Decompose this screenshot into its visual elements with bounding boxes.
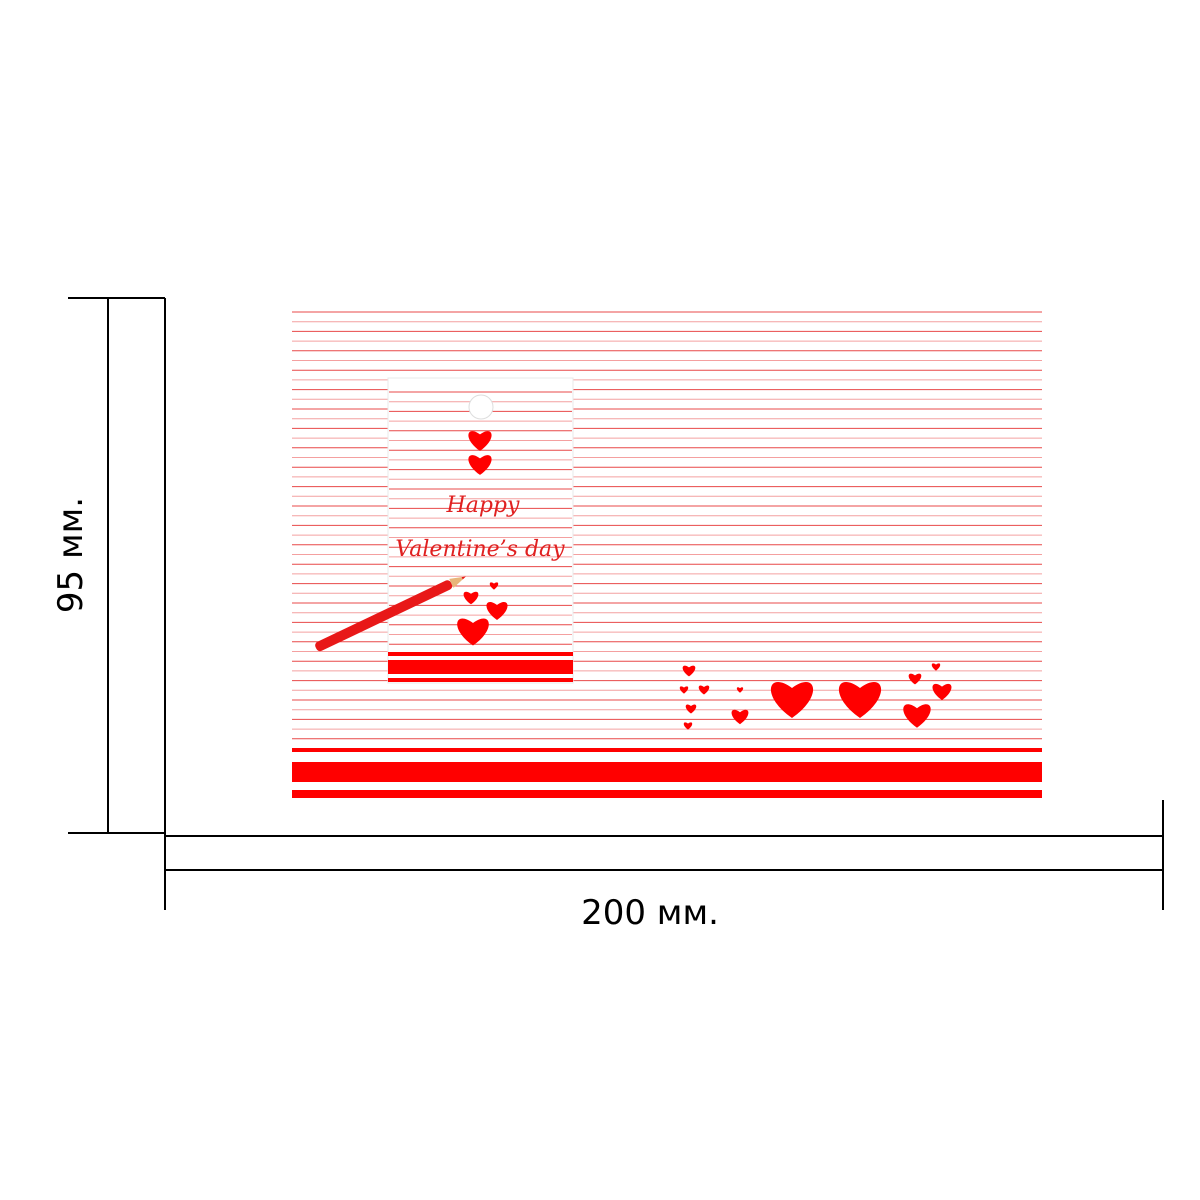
stripe bbox=[292, 748, 1042, 752]
stripe bbox=[388, 678, 573, 682]
tag-hole bbox=[468, 394, 494, 420]
pencil-tip bbox=[449, 576, 466, 588]
pencil bbox=[315, 576, 466, 652]
tag-text: Valentine’s day bbox=[395, 537, 565, 562]
tag-text: Happy bbox=[446, 493, 520, 518]
height-label: 95 мм. bbox=[51, 497, 91, 613]
pencil-body bbox=[315, 580, 453, 652]
stripe bbox=[388, 660, 573, 674]
stripe bbox=[292, 790, 1042, 798]
width-label: 200 мм. bbox=[581, 893, 719, 933]
dimension-lines bbox=[68, 297, 1164, 910]
gift-tag: Happy Valentine’s day bbox=[387, 377, 574, 684]
stripe bbox=[292, 762, 1042, 782]
pencil-lead bbox=[461, 576, 466, 580]
card-lines bbox=[292, 311, 1042, 740]
stripe bbox=[388, 652, 573, 656]
